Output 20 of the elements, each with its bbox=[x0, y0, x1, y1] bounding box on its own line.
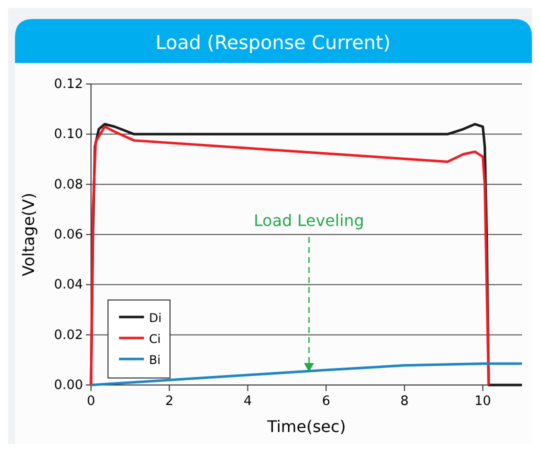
y-tick-label: 0.06 bbox=[54, 228, 83, 242]
y-tick-label: 0.02 bbox=[54, 328, 83, 343]
annotation: Load Leveling bbox=[254, 211, 364, 230]
y-tick-label: 0.12 bbox=[54, 77, 83, 92]
x-axis-title: Time(sec) bbox=[266, 417, 346, 436]
chart-title: Load (Response Current) bbox=[155, 32, 391, 54]
x-tick-label: 4 bbox=[244, 394, 252, 409]
legend-label: Ci bbox=[149, 332, 161, 346]
y-axis-title: Voltage(V) bbox=[19, 192, 38, 276]
x-tick-label: 10 bbox=[474, 394, 492, 409]
y-tick-label: 0.00 bbox=[54, 378, 83, 393]
x-tick-label: 6 bbox=[322, 394, 330, 409]
y-tick-label: 0.08 bbox=[54, 177, 83, 192]
legend-label: Bi bbox=[149, 353, 161, 367]
x-tick-label: 8 bbox=[400, 394, 409, 409]
x-tick-label: 2 bbox=[165, 394, 174, 409]
y-tick-label: 0.04 bbox=[54, 278, 83, 293]
y-tick-label: 0.10 bbox=[54, 127, 83, 142]
x-tick-label: 0 bbox=[86, 394, 96, 409]
legend-label: Di bbox=[149, 311, 162, 325]
